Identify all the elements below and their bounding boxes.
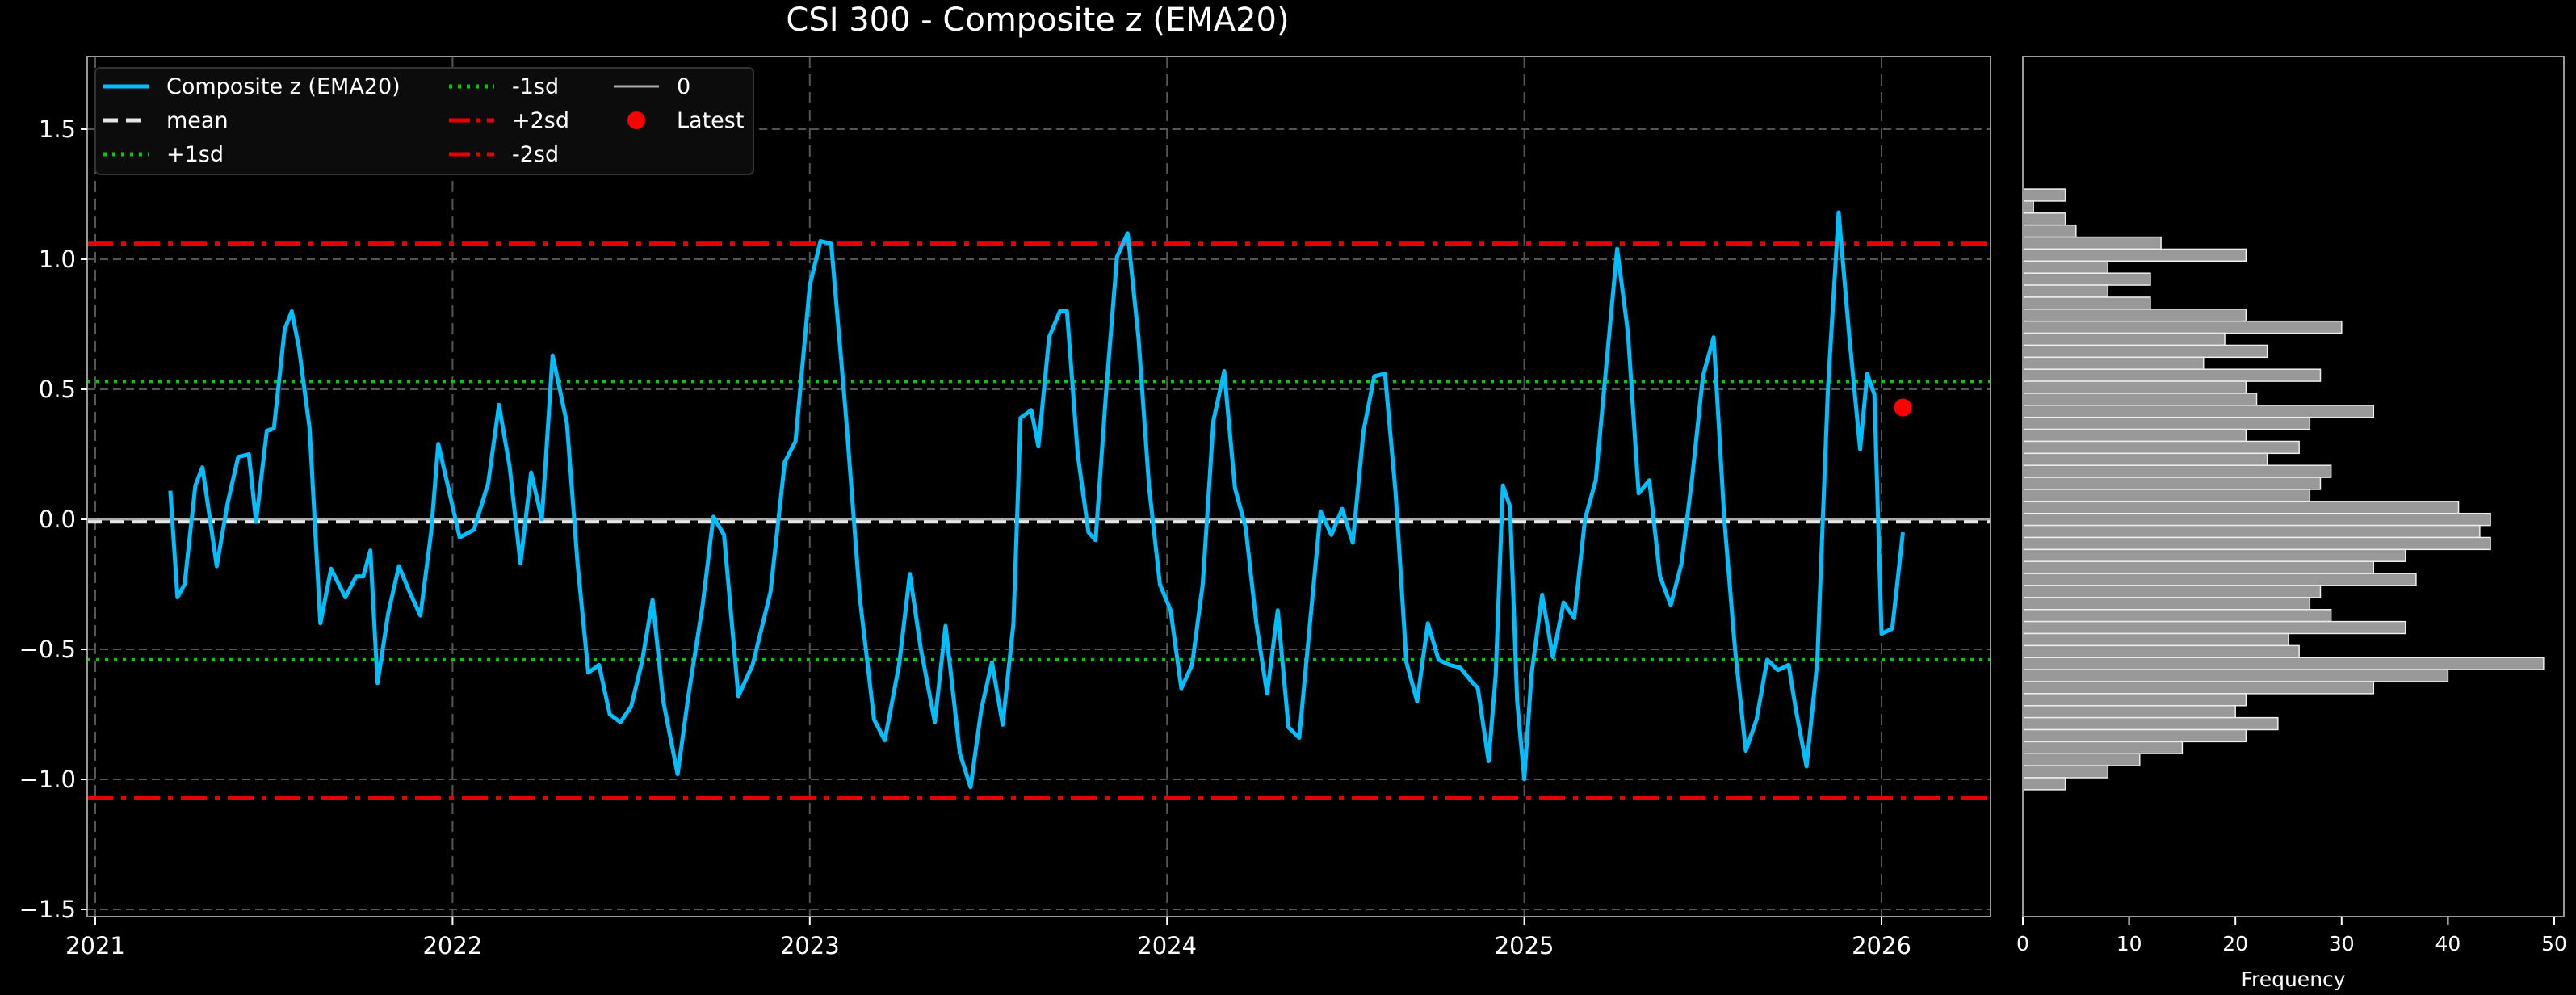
histogram-bar bbox=[2022, 440, 2300, 455]
legend-label: -1sd bbox=[512, 74, 559, 99]
y-tick-label: 0.0 bbox=[39, 506, 76, 533]
histogram-bar bbox=[2022, 728, 2247, 743]
histogram-bar bbox=[2022, 284, 2109, 298]
legend-label: Composite z (EMA20) bbox=[166, 74, 401, 99]
histogram-bar bbox=[2022, 669, 2449, 682]
histogram-bar bbox=[2022, 405, 2375, 418]
histogram-bar bbox=[2022, 428, 2247, 443]
x-tick-label: 2021 bbox=[65, 932, 125, 959]
histogram-bar bbox=[2022, 512, 2491, 527]
histogram-bar bbox=[2022, 477, 2322, 490]
histogram-bar bbox=[2022, 236, 2162, 250]
histogram-bar bbox=[2022, 716, 2279, 731]
x-tick-label: 2026 bbox=[1852, 932, 1911, 959]
legend-label: +2sd bbox=[512, 108, 569, 133]
histogram-bar bbox=[2022, 644, 2300, 658]
histogram-bar bbox=[2022, 585, 2322, 598]
hist-x-tick-label: 50 bbox=[2541, 932, 2567, 955]
x-tick-label: 2024 bbox=[1137, 932, 1197, 959]
histogram-bar bbox=[2022, 741, 2184, 755]
histogram-bar bbox=[2022, 260, 2109, 274]
chart-title: CSI 300 - Composite z (EMA20) bbox=[786, 2, 1290, 39]
y-tick-label: −0.5 bbox=[19, 636, 76, 663]
histogram-frame bbox=[2022, 56, 2565, 917]
histogram-bar bbox=[2022, 765, 2109, 779]
histogram-bar bbox=[2022, 332, 2226, 346]
histogram-plot-area: 0 10 20 30 40 50 Frequency bbox=[2016, 56, 2567, 991]
histogram-bar bbox=[2022, 753, 2141, 766]
histogram-bar bbox=[2022, 608, 2332, 623]
main-axes-frame bbox=[86, 56, 1991, 917]
histogram-bar bbox=[2022, 704, 2236, 719]
histogram-bar bbox=[2022, 344, 2268, 359]
histogram-bar bbox=[2022, 452, 2268, 466]
x-tick-label: 2022 bbox=[422, 932, 482, 959]
legend-label: -2sd bbox=[512, 142, 559, 167]
composite-z-line bbox=[168, 210, 1905, 790]
legend: Composite z (EMA20) mean +1sd -1sd +2sd -2sd 0… bbox=[94, 67, 754, 175]
hist-x-tick-label: 20 bbox=[2222, 932, 2248, 955]
legend-box bbox=[94, 67, 754, 175]
histogram-bar bbox=[2022, 416, 2311, 430]
hist-x-tick-label: 10 bbox=[2117, 932, 2142, 955]
histogram-bar bbox=[2022, 657, 2545, 670]
histogram-bar bbox=[2022, 693, 2247, 707]
y-tick-label: 1.0 bbox=[39, 246, 76, 273]
legend-label: mean bbox=[166, 108, 229, 133]
histogram-bar bbox=[2022, 296, 2151, 310]
histogram-bar bbox=[2022, 320, 2343, 334]
histogram-bar bbox=[2022, 272, 2151, 286]
y-tick-label: −1.0 bbox=[19, 766, 76, 793]
histogram-bar bbox=[2022, 380, 2247, 394]
hist-x-axis-label: Frequency bbox=[2241, 968, 2345, 991]
histogram-bar bbox=[2022, 597, 2311, 611]
histogram-bar bbox=[2022, 777, 2066, 791]
histogram-bar bbox=[2022, 632, 2289, 647]
histogram-bar bbox=[2022, 224, 2077, 238]
histogram-bar bbox=[2022, 464, 2332, 478]
latest-marker bbox=[1894, 398, 1912, 417]
histogram-bar bbox=[2022, 620, 2406, 635]
histogram-bar bbox=[2022, 356, 2205, 370]
histogram-bar bbox=[2022, 489, 2311, 502]
hist-x-tick-label: 30 bbox=[2329, 932, 2355, 955]
legend-latest-marker bbox=[627, 111, 645, 129]
legend-label: Latest bbox=[677, 108, 744, 133]
hist-x-tick-label: 0 bbox=[2016, 932, 2029, 955]
main-plot-area: −1.5 −1.0 −0.5 0.0 0.5 1.0 1.5 2021 2022 2023 2024… bbox=[19, 56, 1991, 959]
legend-label: 0 bbox=[677, 74, 690, 99]
hist-x-tick-label: 40 bbox=[2435, 932, 2461, 955]
histogram-bar bbox=[2022, 393, 2258, 406]
histogram-bar bbox=[2022, 560, 2375, 574]
histogram-bar bbox=[2022, 212, 2066, 226]
histogram-bar bbox=[2022, 681, 2375, 695]
y-tick-label: 1.5 bbox=[39, 115, 76, 143]
histogram-bar bbox=[2022, 248, 2247, 262]
histogram-bar bbox=[2022, 188, 2066, 202]
histogram-bar bbox=[2022, 368, 2322, 382]
histogram-bar bbox=[2022, 200, 2034, 214]
histogram-bar bbox=[2022, 309, 2247, 322]
y-tick-label: 0.5 bbox=[39, 376, 76, 403]
histogram-bar bbox=[2022, 573, 2417, 586]
legend-label: +1sd bbox=[166, 142, 224, 167]
x-tick-label: 2023 bbox=[780, 932, 840, 959]
histogram-bar bbox=[2022, 501, 2460, 514]
histogram-bar bbox=[2022, 524, 2481, 539]
x-tick-label: 2025 bbox=[1495, 932, 1554, 959]
histogram-bar bbox=[2022, 536, 2491, 551]
y-tick-label: −1.5 bbox=[19, 896, 76, 923]
histogram-bar bbox=[2022, 548, 2406, 562]
